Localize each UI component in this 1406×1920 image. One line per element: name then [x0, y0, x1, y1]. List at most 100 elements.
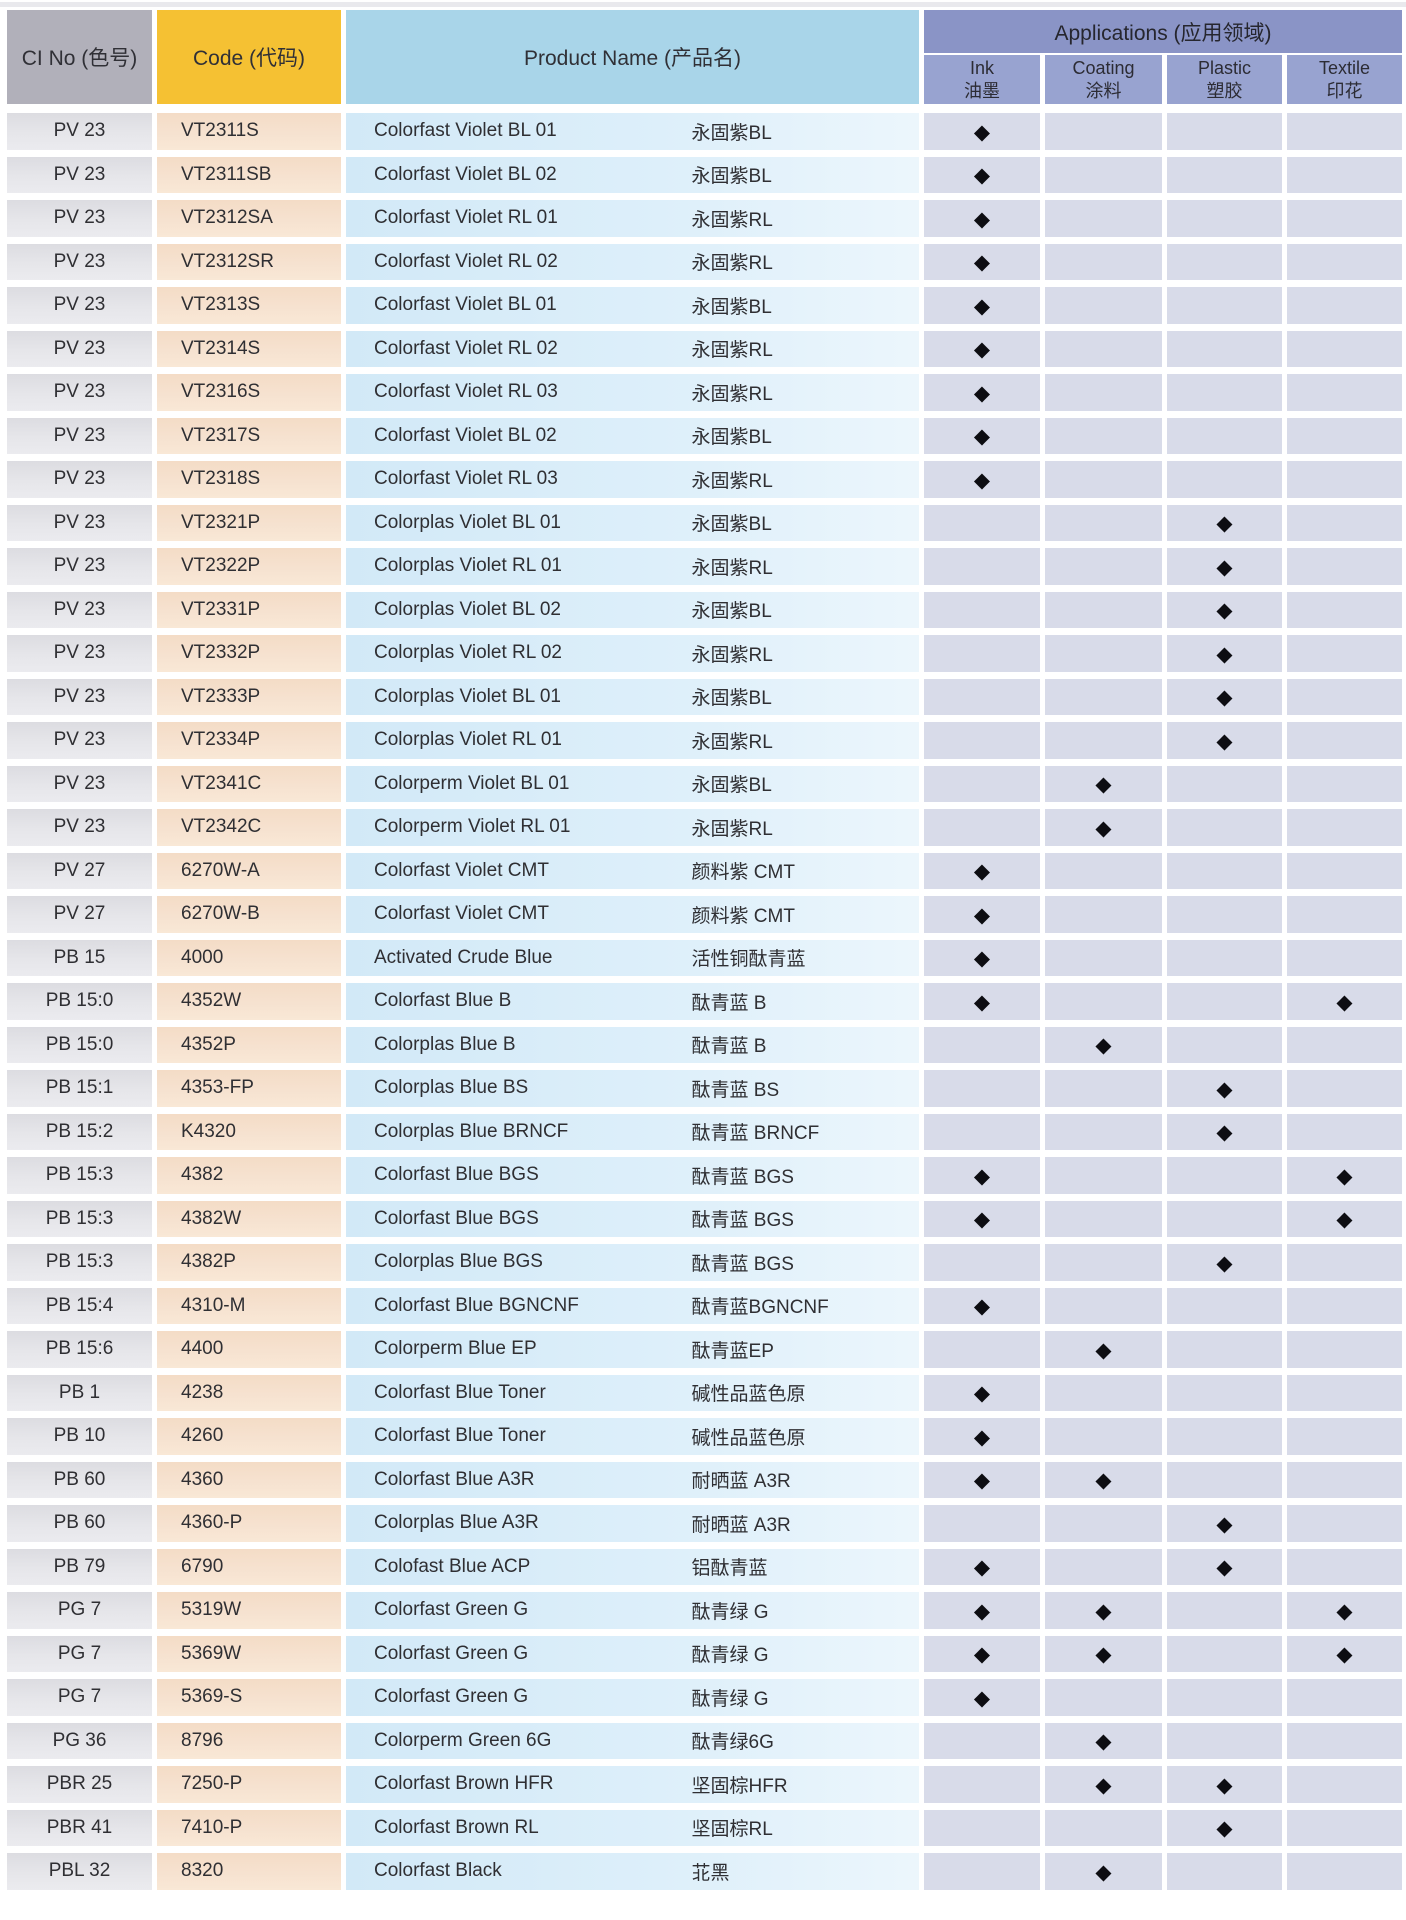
app-cell-coating	[1045, 678, 1162, 715]
app-cell-textile	[1287, 156, 1402, 193]
app-cell-textile: ◆	[1287, 1200, 1402, 1237]
product-name-zh: 耐晒蓝 A3R	[691, 1471, 791, 1493]
product-name-en: Colorperm Blue EP	[374, 1338, 537, 1360]
code-cell: 4352W	[157, 983, 341, 1020]
table-row: PV 23 VT2334P Colorplas Violet RL 01 永固紫RL ◆	[7, 722, 1402, 759]
code-cell: 5319W	[157, 1592, 341, 1629]
ci-no-cell: PB 1	[7, 1374, 152, 1411]
product-name-cell: Colorplas Violet BL 01 永固紫BL	[346, 678, 919, 715]
product-name-en: Colorfast Violet RL 03	[374, 381, 558, 403]
header-app-coating-zh: 涂料	[1085, 80, 1122, 101]
app-cell-plastic: ◆	[1167, 722, 1282, 759]
app-cell-plastic: ◆	[1167, 1113, 1282, 1150]
code-cell: VT2342C	[157, 809, 341, 846]
ci-no-cell: PV 27	[7, 852, 152, 889]
app-cell-plastic	[1167, 417, 1282, 454]
ci-no-cell: PB 15:0	[7, 983, 152, 1020]
diamond-marker: ◆	[1095, 1469, 1112, 1493]
diamond-marker: ◆	[1095, 1034, 1112, 1058]
product-name-zh: 酞青蓝 BS	[691, 1079, 780, 1101]
ci-no-cell: PBR 25	[7, 1766, 152, 1803]
product-name-cell: Colorfast Violet CMT 颜料紫 CMT	[346, 852, 919, 889]
diamond-marker: ◆	[973, 1469, 991, 1493]
diamond-marker: ◆	[973, 1164, 991, 1188]
table-row: PV 23 VT2331P Colorplas Violet BL 02 永固紫BL ◆	[7, 591, 1402, 628]
app-cell-textile: ◆	[1287, 1635, 1402, 1672]
table-row: PG 7 5369W Colorfast Green G 酞青绿 G ◆ ◆ ◆	[7, 1635, 1402, 1672]
app-cell-ink	[924, 504, 1040, 541]
product-name-en: Colorfast Blue BGS	[374, 1164, 539, 1186]
app-cell-ink	[924, 1505, 1040, 1542]
app-cell-textile	[1287, 504, 1402, 541]
ci-no-cell: PV 23	[7, 156, 152, 193]
table-body: PV 23 VT2311S Colorfast Violet BL 01 永固紫BL ◆…	[7, 113, 1402, 1890]
app-cell-textile	[1287, 1679, 1402, 1716]
app-cell-textile	[1287, 678, 1402, 715]
app-cell-ink	[924, 1722, 1040, 1759]
app-cell-textile	[1287, 243, 1402, 280]
app-cell-ink: ◆	[924, 1287, 1040, 1324]
diamond-marker: ◆	[1336, 990, 1353, 1014]
product-name-zh: 碱性品蓝色原	[691, 1384, 806, 1406]
product-name-cell: Colorfast Violet CMT 颜料紫 CMT	[346, 896, 919, 933]
product-name-zh: 坚固棕HFR	[691, 1775, 788, 1797]
app-cell-textile	[1287, 591, 1402, 628]
app-cell-coating	[1045, 1418, 1162, 1455]
app-cell-textile	[1287, 113, 1402, 150]
code-cell: 7250-P	[157, 1766, 341, 1803]
header-app-ink-en: Ink	[969, 57, 994, 78]
table-row: PB 60 4360 Colorfast Blue A3R 耐晒蓝 A3R ◆ ◆	[7, 1461, 1402, 1498]
diamond-marker: ◆	[1216, 1512, 1233, 1536]
app-cell-textile	[1287, 461, 1402, 498]
product-name-en: Colorplas Blue BRNCF	[374, 1120, 569, 1142]
ci-no-cell: PV 27	[7, 896, 152, 933]
code-cell: VT2312SR	[157, 243, 341, 280]
app-cell-plastic	[1167, 1592, 1282, 1629]
table-row: PB 10 4260 Colorfast Blue Toner 碱性品蓝色原 ◆	[7, 1418, 1402, 1455]
diamond-marker: ◆	[1336, 1208, 1353, 1232]
ci-no-cell: PG 7	[7, 1592, 152, 1629]
diamond-marker: ◆	[973, 1643, 991, 1667]
product-name-zh: 永固紫RL	[691, 253, 773, 275]
diamond-marker: ◆	[1095, 1338, 1112, 1362]
product-name-en: Colorfast Brown HFR	[374, 1773, 554, 1795]
app-cell-ink	[924, 548, 1040, 585]
product-name-zh: 永固紫BL	[691, 427, 772, 449]
app-cell-coating	[1045, 635, 1162, 672]
app-cell-plastic	[1167, 374, 1282, 411]
code-cell: VT2311SB	[157, 156, 341, 193]
app-cell-textile	[1287, 1374, 1402, 1411]
product-name-en: Colorplas Blue BS	[374, 1077, 529, 1099]
code-cell: VT2314S	[157, 330, 341, 367]
app-cell-textile	[1287, 417, 1402, 454]
table-row: PV 23 VT2318S Colorfast Violet RL 03 永固紫RL ◆	[7, 461, 1402, 498]
app-cell-plastic	[1167, 852, 1282, 889]
table-row: PB 15:1 4353-FP Colorplas Blue BS 酞青蓝 BS ◆	[7, 1070, 1402, 1107]
app-cell-ink: ◆	[924, 1679, 1040, 1716]
app-cell-textile	[1287, 548, 1402, 585]
code-cell: 4360	[157, 1461, 341, 1498]
code-cell: 4382	[157, 1157, 341, 1194]
product-name-cell: Colorfast Brown RL 坚固棕RL	[346, 1809, 919, 1846]
table-row: PV 23 VT2313S Colorfast Violet BL 01 永固紫BL ◆	[7, 287, 1402, 324]
table-row: PV 27 6270W-B Colorfast Violet CMT 颜料紫 CMT ◆	[7, 896, 1402, 933]
app-cell-ink	[924, 1113, 1040, 1150]
table-row: PV 23 VT2311SB Colorfast Violet BL 02 永固紫BL…	[7, 156, 1402, 193]
app-cell-textile	[1287, 1244, 1402, 1281]
product-name-en: Colorfast Violet BL 01	[374, 120, 557, 142]
product-name-en: Colofast Blue ACP	[374, 1555, 531, 1577]
ci-no-cell: PB 15:6	[7, 1331, 152, 1368]
app-cell-ink	[924, 1244, 1040, 1281]
header-app-textile-en: Textile	[1318, 57, 1371, 78]
ci-no-cell: PV 23	[7, 548, 152, 585]
app-cell-plastic	[1167, 809, 1282, 846]
product-name-cell: Colorfast Green G 酞青绿 G	[346, 1635, 919, 1672]
code-cell: K4320	[157, 1113, 341, 1150]
product-name-cell: Colorfast Blue B 酞青蓝 B	[346, 983, 919, 1020]
table-header: CI No (色号) Code (代码) Product Name (产品名) …	[7, 10, 1402, 104]
product-name-cell: Colorperm Violet RL 01 永固紫RL	[346, 809, 919, 846]
table-row: PG 7 5369-S Colorfast Green G 酞青绿 G ◆	[7, 1679, 1402, 1716]
ci-no-cell: PB 15	[7, 939, 152, 976]
product-name-en: Colorperm Violet RL 01	[374, 816, 571, 838]
product-name-en: Colorplas Blue BGS	[374, 1251, 543, 1273]
